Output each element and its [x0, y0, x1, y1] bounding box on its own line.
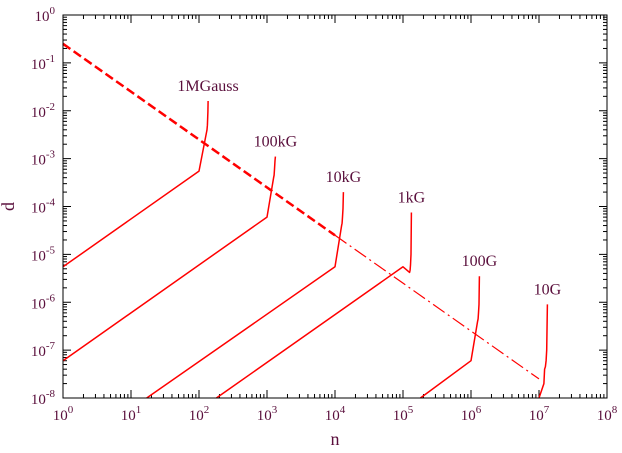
- x-tick-label: 102: [189, 404, 210, 424]
- x-tick-label: 108: [597, 404, 618, 424]
- y-tick-label: 10-4: [31, 197, 56, 217]
- curve-labels: 1MGauss 100kG 10kG 1kG 100G 10G: [177, 78, 561, 298]
- series-line: [62, 156, 277, 362]
- x-tick-label: 106: [461, 404, 482, 424]
- x-tick-label: 105: [393, 404, 414, 424]
- axis-ticks: [62, 15, 607, 399]
- y-tick-label: 10-2: [31, 101, 55, 121]
- y-tick-label: 10-8: [31, 388, 56, 408]
- y-tick-label: 10-1: [31, 53, 55, 73]
- curve-label: 1MGauss: [177, 78, 238, 95]
- y-tick-label: 10-7: [31, 340, 56, 360]
- series-line: [215, 212, 413, 399]
- curve-label: 10kG: [326, 169, 362, 186]
- x-tick-label: 100: [53, 404, 74, 424]
- dashed-lines: [62, 42, 540, 380]
- dashed-line: [62, 42, 336, 237]
- y-axis-label: d: [0, 202, 18, 211]
- dashed-line: [334, 234, 540, 380]
- y-tick-label: 10-3: [31, 149, 56, 169]
- tick-labels: 100 101 102 103 104 105 106 107 108 10-8 10-7 10-6 1…: [31, 5, 618, 424]
- y-tick-label: 10-5: [31, 244, 56, 264]
- x-tick-label: 107: [529, 404, 550, 424]
- series-line: [538, 304, 549, 399]
- curve-label: 10G: [534, 281, 562, 298]
- curve-label: 1kG: [398, 189, 426, 206]
- y-tick-label: 10-6: [31, 292, 56, 312]
- series-line: [419, 276, 481, 399]
- x-tick-label: 103: [257, 404, 278, 424]
- curve-label: 100kG: [254, 134, 298, 151]
- series-line: [146, 192, 345, 399]
- series-lines: [62, 100, 549, 399]
- y-tick-label: 100: [35, 5, 56, 25]
- curve-label: 100G: [462, 253, 498, 270]
- x-tick-label: 101: [121, 404, 142, 424]
- x-tick-label: 104: [325, 404, 346, 424]
- plot-frame: [62, 14, 608, 399]
- series-line: [62, 100, 209, 268]
- x-axis-label: n: [331, 429, 340, 449]
